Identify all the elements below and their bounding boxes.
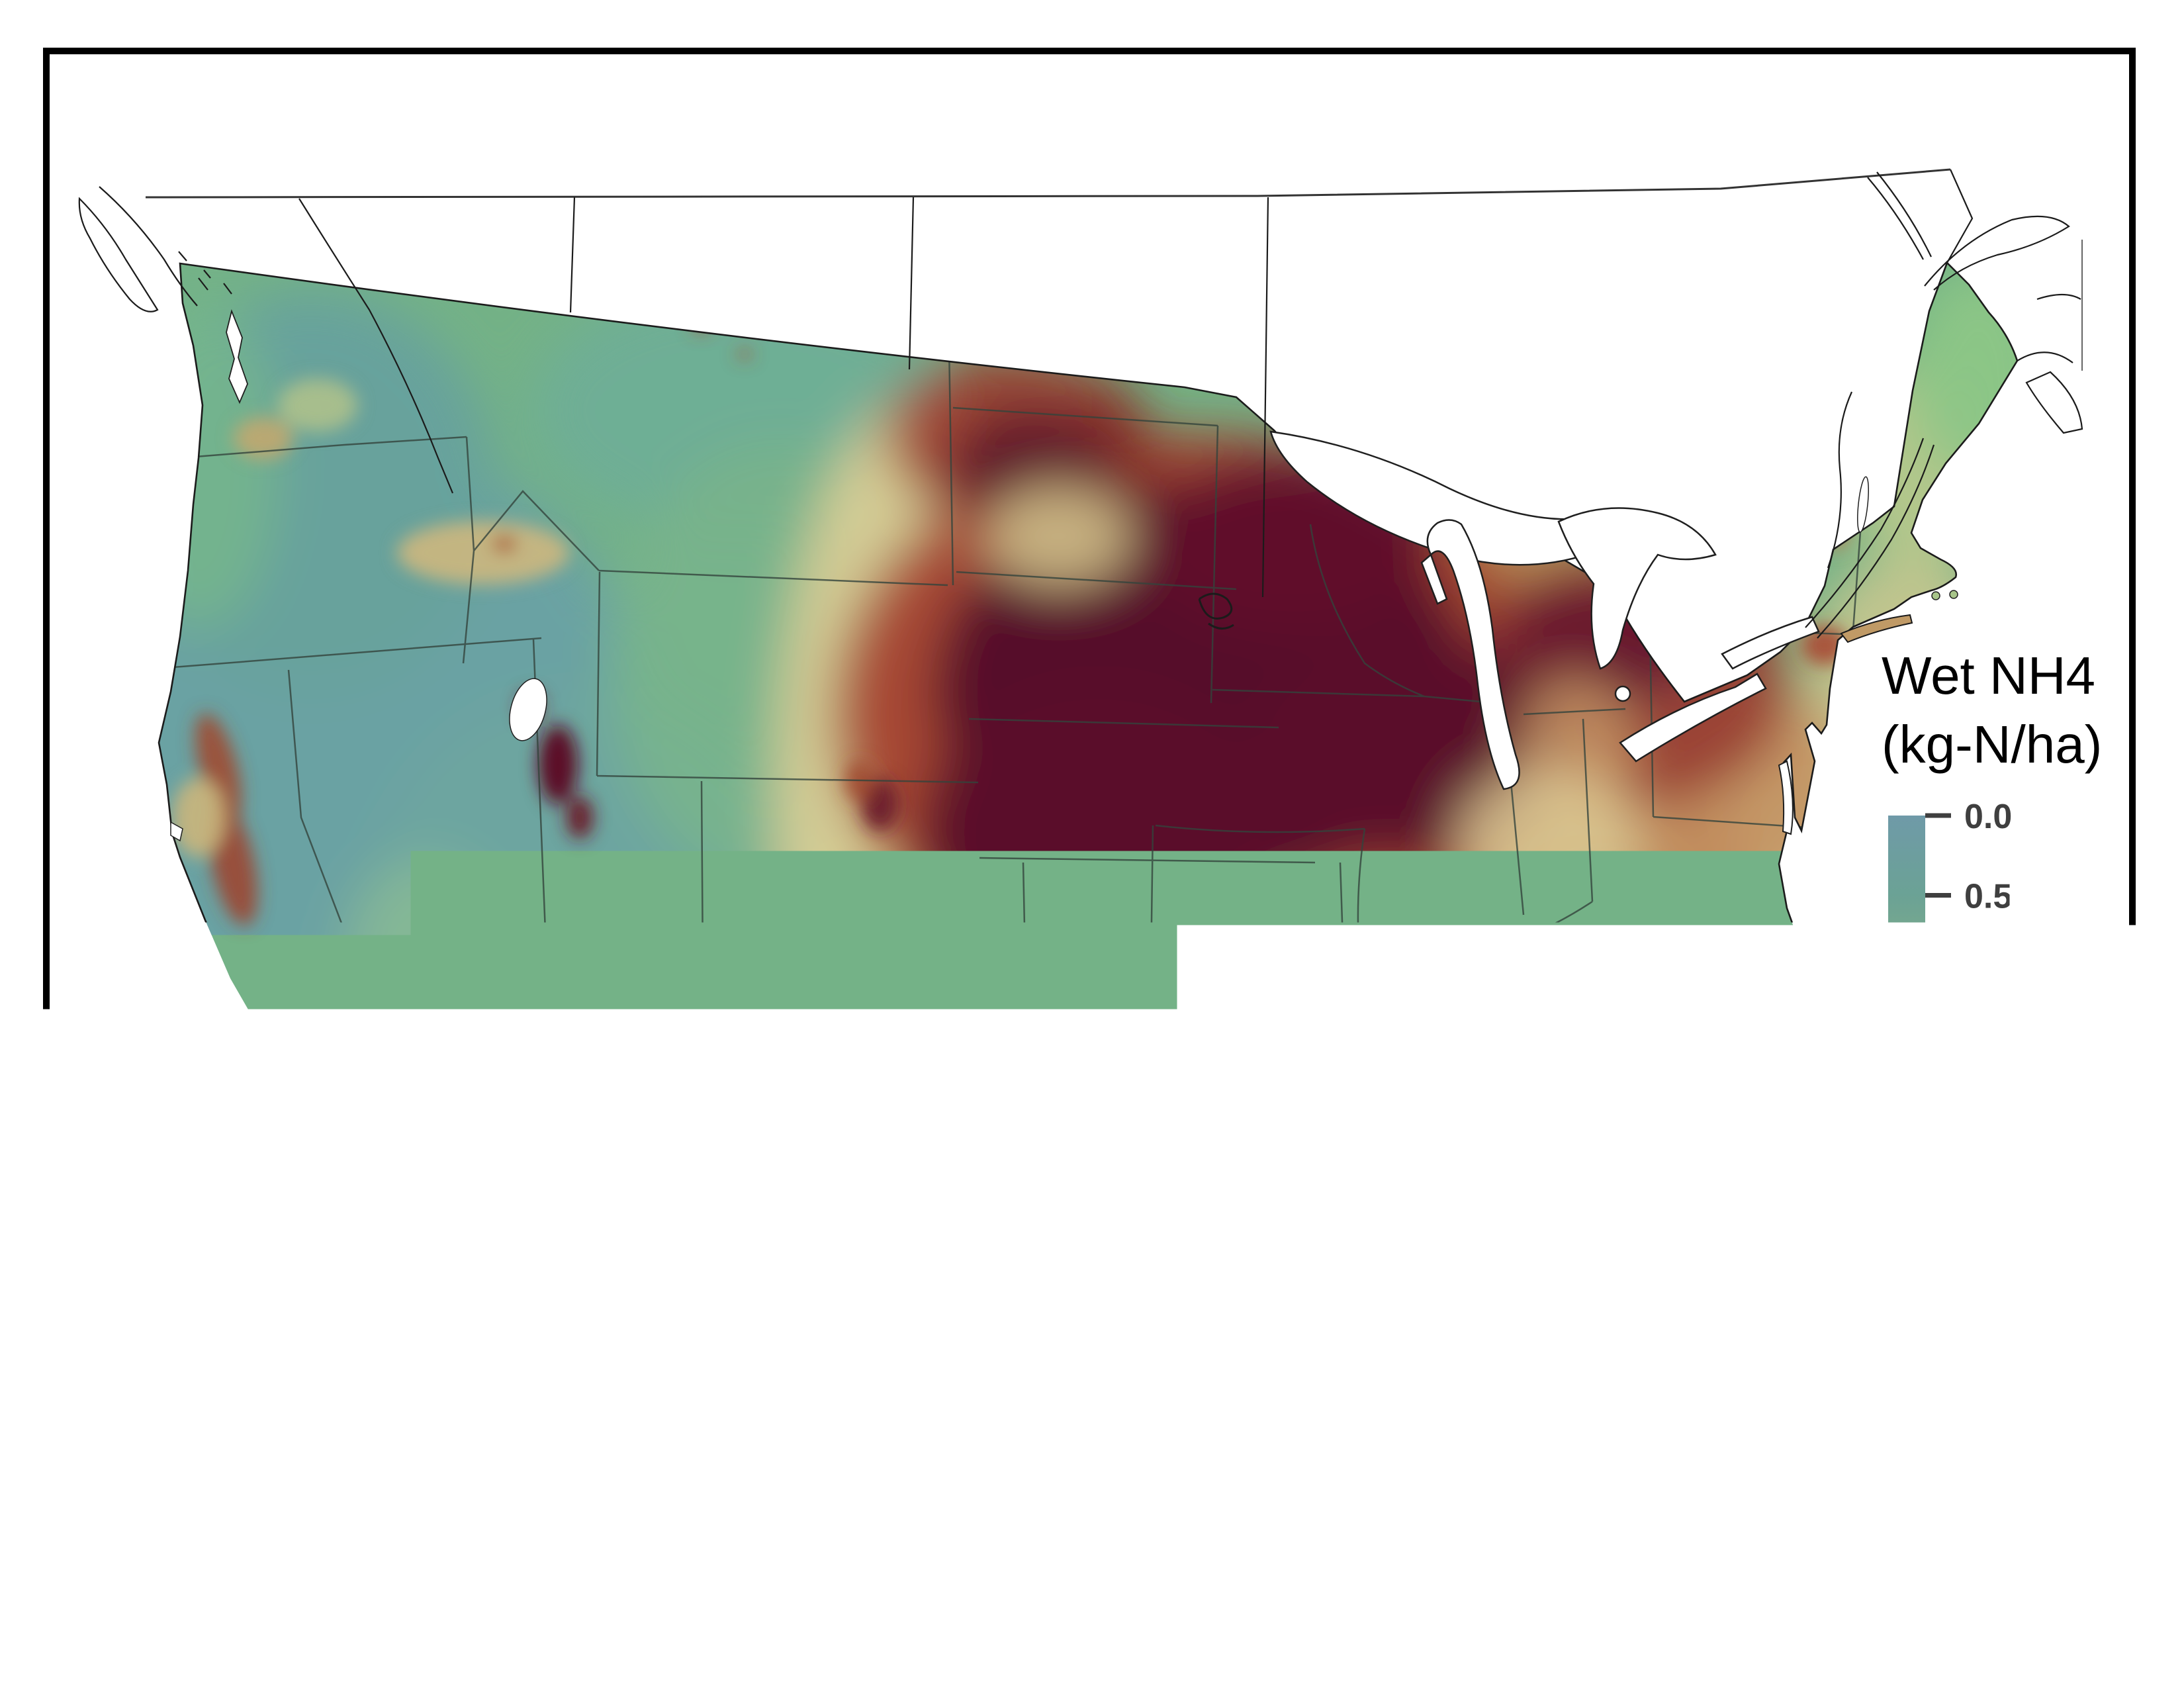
colorbar-tick-label: 3.5 (1964, 1356, 2012, 1395)
colorbar-tick-label: 0.5 (1964, 878, 2012, 916)
lake-st-clair (1615, 686, 1630, 701)
colorbar-tick-label: 2.5 (1964, 1197, 2012, 1235)
lake-okeechobee (1685, 1421, 1706, 1442)
colorbar-tick-label: >4.0 (1964, 1436, 2032, 1474)
colorbar-tick-label: 1.0 (1964, 957, 2012, 996)
colorbar-tick-label: 0.0 (1964, 798, 2012, 836)
usepa-deposition-figure: Wet NH4 (kg-N/ha) 0.0 0.5 1.0 1.5 2.0 2.… (0, 0, 2184, 1688)
colorbar-tick-label: 1.5 (1964, 1037, 2012, 1076)
island (1950, 590, 1958, 598)
salton-sea (320, 1018, 331, 1037)
legend-title-line2: (kg-N/ha) (1882, 715, 2102, 774)
colorbar-tick-label: 2.0 (1964, 1117, 2012, 1155)
figure-credit: USEPA 06/15/23 (1778, 1587, 2122, 1634)
figure-caption: Wet deposition of ammonium 1820 (1187, 1521, 2122, 1577)
map-figure-canvas: Wet NH4 (kg-N/ha) 0.0 0.5 1.0 1.5 2.0 2.… (0, 0, 2184, 1688)
colorbar-tick-label: 3.0 (1964, 1276, 2012, 1315)
figure-source: Source: v2022.2, data: CASTNET/CMAQ/NADP (76, 1586, 1061, 1633)
legend-title-line1: Wet NH4 (1882, 646, 2095, 705)
colorbar (1888, 816, 1925, 1454)
island (1932, 592, 1940, 600)
